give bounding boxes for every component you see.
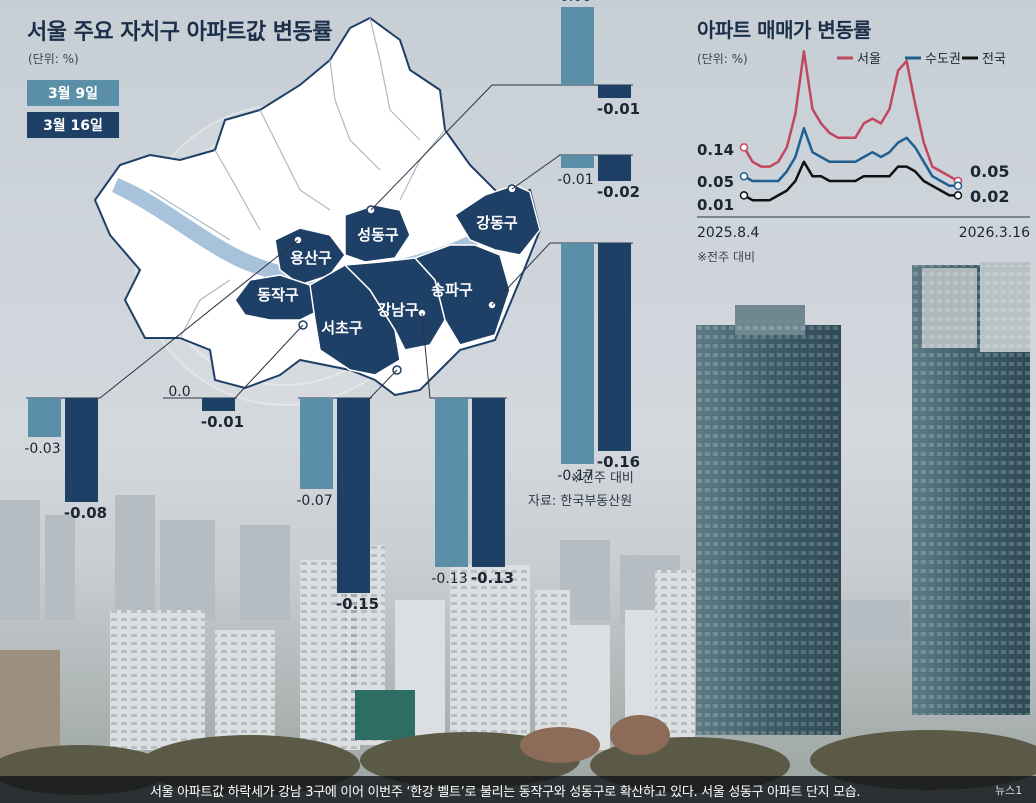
bar-value-label: -0.03: [24, 441, 60, 457]
map-note: ※전주 대비: [571, 471, 634, 486]
bar-mar9: [435, 398, 468, 567]
label-gangnam: 강남구: [377, 301, 419, 319]
bar-value-label: -0.13: [471, 569, 514, 587]
start-point: [739, 191, 749, 200]
bar-value-label: -0.01: [597, 100, 640, 118]
map-chart-title: 서울 주요 자치구 아파트값 변동률: [27, 20, 333, 45]
bar-mar16: [598, 85, 631, 98]
bar-mar9: [300, 398, 333, 489]
bar-mar9: [561, 7, 594, 85]
series-line-0: [742, 50, 959, 183]
bar-mar9: [561, 243, 594, 464]
bar-pair-2: -0.17-0.16: [557, 242, 640, 484]
bar-mar9: [561, 155, 594, 168]
series-line-1: [743, 126, 958, 188]
label-seocho: 서초구: [321, 319, 363, 337]
bar-value-label: 0.06: [560, 0, 591, 5]
legend-mar16: 3월 16일: [27, 112, 119, 138]
legend-label: 수도권: [925, 52, 961, 67]
map-chart-unit: (단위: %): [28, 52, 79, 66]
bar-mar9: [28, 398, 61, 437]
district-songpa: [413, 244, 511, 346]
bar-mar16: [337, 398, 370, 593]
photo-caption: 서울 아파트값 하락세가 강남 3구에 이어 이번주 ‘한강 벨트’로 불리는 …: [150, 785, 861, 800]
legend-label: 서울: [857, 52, 881, 67]
end-value-label: 0.05: [970, 162, 1009, 181]
bar-pair-3: -0.03 -0.08: [24, 397, 107, 522]
bar-mar16: [65, 398, 98, 502]
start-value-label: 0.14: [697, 141, 734, 159]
bar-value-label: -0.16: [597, 453, 640, 471]
leader-seongdong: [370, 84, 560, 211]
bar-pair-0: 0.06 -0.01: [559, 0, 640, 118]
bar-mar16: [598, 155, 631, 181]
district-gangdong: [453, 184, 541, 256]
photo-credit: 뉴스1: [995, 784, 1023, 797]
end-value-label: 0.02: [970, 187, 1009, 206]
label-seongdong: 성동구: [357, 226, 399, 244]
legend-label: 전국: [982, 52, 1006, 67]
start-point: [739, 143, 749, 152]
bar-pair-1: -0.01-0.02: [557, 154, 640, 201]
map-source: 자료: 한국부동산원: [528, 494, 633, 509]
x-start-label: 2025.8.4: [697, 225, 759, 241]
label-dongjak: 동작구: [257, 286, 299, 304]
line-chart-unit: (단위: %): [697, 52, 748, 66]
legend-mar9: 3월 9일: [27, 80, 119, 106]
end-point: [953, 181, 963, 191]
label-gangdong: 강동구: [476, 214, 518, 232]
bar-mar16: [472, 398, 505, 567]
label-songpa: 송파구: [431, 281, 473, 299]
bar-pair-4: 0.0 -0.01: [163, 384, 244, 431]
bar-value-label: 0.0: [168, 384, 190, 400]
bar-value-label: -0.17: [557, 468, 593, 484]
bar-value-label: -0.13: [431, 571, 467, 587]
line-chart-title: 아파트 매매가 변동률: [697, 18, 872, 42]
leader-songpa: [491, 242, 562, 306]
bar-mar16: [202, 398, 235, 411]
x-end-label: 2026.3.16: [959, 225, 1030, 241]
bar-value-label: -0.15: [336, 595, 379, 613]
start-point: [739, 171, 749, 181]
end-point: [953, 191, 963, 200]
bar-pair-6: -0.13 -0.13: [431, 397, 514, 587]
series-line-2: [743, 160, 958, 202]
bar-pair-5: -0.07 -0.15: [296, 397, 379, 613]
label-yongsan: 용산구: [290, 249, 332, 267]
bar-value-label: -0.02: [597, 183, 640, 201]
caption-bar: [0, 776, 1036, 803]
district-gangnam: [343, 257, 446, 351]
bar-value-label: -0.08: [64, 504, 107, 522]
district-seongdong: [344, 204, 411, 263]
start-value-label: 0.01: [697, 196, 734, 214]
leader-gangdong: [511, 154, 561, 190]
bar-value-label: -0.01: [557, 172, 593, 188]
line-chart-note: ※전주 대비: [697, 250, 756, 264]
bar-value-label: -0.01: [201, 413, 244, 431]
district-yongsan: [274, 227, 346, 286]
start-value-label: 0.05: [697, 173, 734, 191]
bar-mar16: [598, 243, 631, 451]
bar-value-label: -0.07: [296, 493, 332, 509]
